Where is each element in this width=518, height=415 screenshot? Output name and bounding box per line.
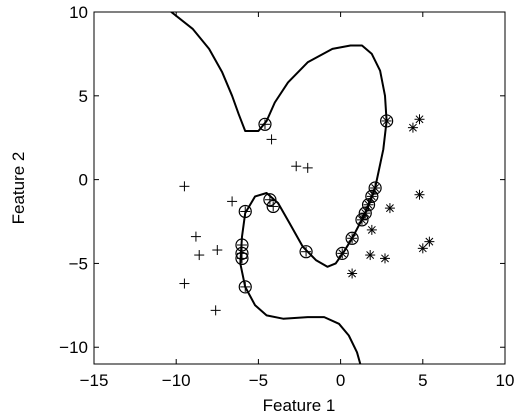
data-point-plus bbox=[194, 250, 205, 261]
x-tick-label: −5 bbox=[249, 371, 268, 390]
support-vector-star bbox=[368, 181, 382, 195]
support-vector-circle bbox=[358, 206, 372, 220]
star-stroke bbox=[338, 249, 347, 258]
data-point-plus bbox=[227, 196, 238, 207]
support-vector-plus bbox=[238, 204, 252, 219]
support-vector-circle bbox=[380, 114, 394, 128]
support-vector-circle bbox=[345, 231, 359, 245]
data-point-star bbox=[424, 236, 435, 247]
data-point-star bbox=[366, 224, 377, 235]
plot-area bbox=[94, 12, 505, 364]
support-vector-star bbox=[361, 198, 376, 212]
data-point-plus bbox=[190, 231, 201, 242]
plot-frame bbox=[93, 11, 506, 365]
y-axis-ticks: −10 −5 0 5 10 bbox=[59, 3, 505, 357]
support-vector-circle bbox=[238, 280, 252, 294]
support-vector-plus bbox=[266, 199, 280, 214]
star-stroke bbox=[408, 123, 417, 132]
support-vector-plus bbox=[238, 280, 252, 294]
star-stroke bbox=[348, 234, 357, 243]
data-point-plus bbox=[302, 162, 313, 173]
data-point-star bbox=[347, 268, 358, 279]
x-tick-label: 10 bbox=[496, 371, 515, 390]
x-tick-label: −15 bbox=[80, 371, 109, 390]
support-vector-circle bbox=[238, 204, 252, 219]
support-vector-star bbox=[365, 189, 379, 203]
y-tick-label: −10 bbox=[59, 338, 88, 357]
support-vector-plus bbox=[235, 251, 249, 265]
support-vector-plus bbox=[299, 245, 313, 259]
support-vector-circle bbox=[235, 251, 249, 265]
star-stroke bbox=[415, 115, 424, 124]
x-tick-label: 5 bbox=[418, 371, 427, 390]
data-point-star bbox=[365, 250, 376, 261]
support-vector-circle bbox=[365, 189, 379, 203]
y-tick-label: 0 bbox=[79, 171, 88, 190]
star-stroke bbox=[385, 204, 394, 213]
data-points-layer bbox=[179, 114, 435, 316]
data-point-star bbox=[407, 122, 418, 133]
support-vector-circle bbox=[263, 193, 277, 207]
support-vector-circle bbox=[361, 198, 376, 212]
data-point-plus bbox=[266, 134, 277, 145]
data-point-plus bbox=[291, 161, 302, 172]
x-axis-label: Feature 1 bbox=[263, 396, 336, 415]
star-stroke bbox=[361, 209, 370, 218]
star-stroke bbox=[366, 251, 375, 260]
support-vector-circle bbox=[368, 181, 382, 195]
data-point-star bbox=[417, 243, 428, 254]
data-point-plus bbox=[212, 245, 223, 256]
data-point-plus bbox=[179, 278, 190, 289]
support-vector-circle bbox=[266, 199, 280, 214]
star-stroke bbox=[425, 237, 434, 246]
support-vector-circle bbox=[355, 213, 369, 227]
y-axis-label: Feature 2 bbox=[9, 152, 28, 225]
data-point-star bbox=[384, 203, 395, 214]
x-axis-ticks: −15 −10 −5 0 5 10 bbox=[80, 12, 515, 390]
star-stroke bbox=[367, 225, 376, 234]
y-tick-label: 5 bbox=[79, 87, 88, 106]
support-vector-star bbox=[380, 114, 394, 128]
support-vector-star bbox=[335, 246, 349, 260]
y-tick-label: 10 bbox=[69, 3, 88, 22]
support-vector-circle bbox=[299, 245, 313, 259]
support-vector-star bbox=[345, 231, 359, 245]
data-point-star bbox=[414, 189, 425, 200]
support-vector-circle bbox=[258, 117, 272, 131]
support-vector-plus bbox=[258, 117, 272, 131]
support-vector-circle bbox=[335, 246, 349, 260]
y-tick-label: −5 bbox=[69, 254, 88, 273]
star-stroke bbox=[415, 190, 424, 199]
x-tick-label: 0 bbox=[336, 371, 345, 390]
star-stroke bbox=[382, 116, 391, 125]
star-stroke bbox=[348, 269, 357, 278]
support-vector-star bbox=[355, 213, 369, 227]
support-vector-star bbox=[358, 206, 372, 220]
star-stroke bbox=[418, 244, 427, 253]
support-vector-plus bbox=[263, 193, 277, 207]
data-point-star bbox=[379, 253, 390, 264]
star-stroke bbox=[358, 215, 366, 224]
data-point-star bbox=[414, 114, 425, 125]
x-tick-label: −10 bbox=[162, 371, 191, 390]
star-stroke bbox=[381, 254, 389, 263]
data-point-plus bbox=[179, 181, 190, 192]
data-point-plus bbox=[210, 305, 221, 316]
